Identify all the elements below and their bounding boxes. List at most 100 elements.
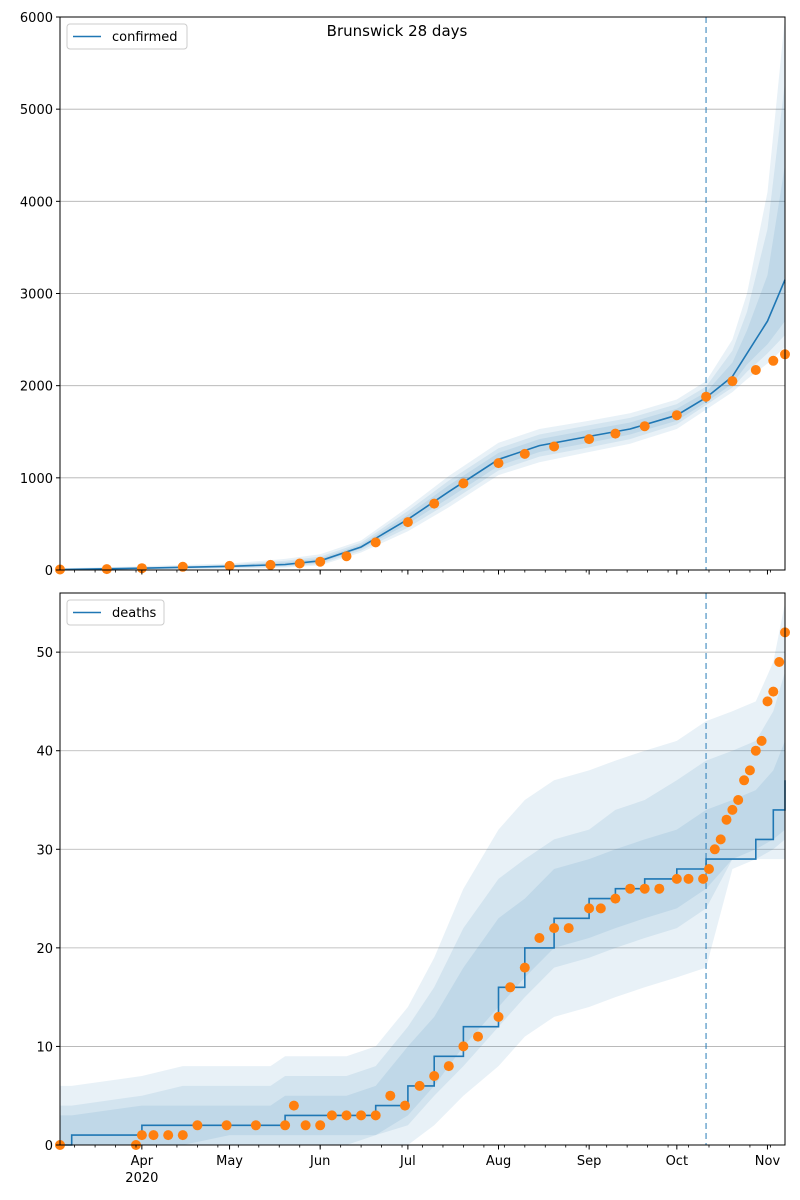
confirmed-observed-point: [727, 376, 738, 387]
deaths-observed-point: [534, 933, 545, 943]
deaths-observed-point: [458, 1041, 469, 1052]
deaths-y-tick-label: 30: [36, 843, 53, 858]
x-tick-label: May: [216, 1154, 243, 1169]
deaths-observed-point: [704, 864, 714, 874]
deaths-observed-point: [584, 903, 595, 914]
deaths-observed-point: [639, 883, 650, 894]
deaths-observed-point: [709, 844, 720, 855]
x-tick-label: Jun: [309, 1154, 330, 1169]
deaths-observed-point: [762, 696, 773, 707]
deaths-observed-point: [768, 686, 779, 697]
deaths-observed-point: [698, 873, 709, 884]
deaths-observed-points: [55, 627, 790, 1150]
deaths-observed-point: [473, 1031, 483, 1042]
deaths-band-3: [60, 740, 785, 1145]
x-tick-label: Nov: [755, 1154, 781, 1169]
deaths-observed-point: [221, 1120, 232, 1131]
confirmed-observed-point: [639, 421, 650, 432]
deaths-observed-point: [192, 1120, 203, 1131]
confirmed-legend-box: [66, 23, 188, 50]
confirmed-y-tick-label: 2000: [20, 380, 53, 395]
deaths-observed-point: [774, 657, 785, 667]
confirmed-observed-point: [429, 498, 440, 509]
deaths-y-ticks: 0 10 20 30 40 50: [36, 646, 60, 1154]
confirmed-y-ticks: 0 1000 2000 3000 4000 5000 6000: [20, 11, 60, 579]
x-tick-label: Sep: [577, 1154, 602, 1169]
deaths-observed-point: [625, 883, 636, 894]
deaths-observed-point: [356, 1110, 367, 1121]
confirmed-observed-point: [315, 556, 326, 567]
deaths-observed-point: [370, 1110, 381, 1121]
confirmed-observed-point: [177, 561, 188, 572]
deaths-observed-point: [429, 1071, 440, 1081]
confirmed-observed-point: [750, 365, 761, 375]
confirmed-legend: confirmed: [66, 23, 188, 50]
confirmed-y-tick-label: 5000: [20, 103, 53, 118]
x-year-label: 2020: [125, 1171, 158, 1186]
confirmed-observed-points: [55, 349, 790, 575]
deaths-observed-point: [300, 1120, 311, 1131]
deaths-observed-point: [177, 1130, 188, 1141]
deaths-observed-point: [595, 903, 606, 914]
deaths-panel: 0 10 20 30 40 50 Apr May Jun Jul Aug Sep Oct Nov 2020…: [36, 592, 790, 1186]
deaths-legend-box: [66, 599, 165, 626]
deaths-observed-point: [163, 1130, 174, 1141]
deaths-observed-point: [610, 893, 621, 904]
confirmed-x-ticks: [74, 570, 771, 575]
figure-title: Brunswick 28 days: [327, 22, 468, 40]
deaths-band-1: [60, 602, 785, 1145]
deaths-observed-point: [288, 1100, 299, 1111]
confirmed-observed-point: [101, 564, 112, 575]
deaths-observed-point: [519, 962, 530, 973]
confirmed-observed-point: [224, 560, 235, 571]
confirmed-y-tick-label: 6000: [20, 11, 53, 26]
confirmed-observed-point: [519, 448, 530, 459]
deaths-x-ticks: Apr May Jun Jul Aug Sep Oct Nov 2020: [74, 1145, 781, 1186]
deaths-observed-point: [721, 814, 732, 825]
confirmed-model-line: [59, 279, 786, 571]
deaths-observed-point: [549, 923, 560, 934]
confirmed-observed-point: [701, 391, 712, 402]
deaths-observed-point: [493, 1011, 504, 1022]
confirmed-observed-point: [294, 558, 305, 569]
deaths-legend: deaths: [66, 599, 165, 626]
confirmed-legend-label: confirmed: [112, 30, 178, 45]
deaths-observed-point: [744, 765, 755, 776]
deaths-y-tick-label: 40: [36, 745, 53, 760]
deaths-observed-point: [654, 883, 665, 894]
confirmed-observed-point: [549, 441, 560, 452]
deaths-y-tick-label: 10: [36, 1040, 53, 1055]
deaths-observed-point: [148, 1130, 159, 1141]
deaths-observed-point: [400, 1100, 410, 1111]
deaths-y-tick-label: 50: [36, 646, 53, 661]
deaths-legend-label: deaths: [112, 606, 157, 621]
deaths-observed-point: [443, 1061, 454, 1072]
deaths-observed-point: [756, 735, 767, 746]
confirmed-observed-point: [370, 537, 381, 548]
deaths-observed-point: [683, 873, 694, 884]
deaths-observed-point: [750, 745, 761, 756]
confirmed-uncertainty-bands: [60, 17, 785, 570]
confirmed-observed-point: [136, 563, 147, 574]
deaths-uncertainty-bands: [60, 602, 785, 1145]
deaths-band-2: [60, 671, 785, 1145]
deaths-observed-point: [715, 834, 726, 845]
deaths-observed-point: [563, 923, 574, 934]
deaths-observed-point: [341, 1110, 352, 1121]
x-tick-label: Aug: [486, 1154, 511, 1169]
confirmed-panel: 0 1000 2000 3000 4000 5000 6000 confirmed: [20, 11, 790, 579]
deaths-y-tick-label: 20: [36, 942, 53, 957]
confirmed-y-tick-label: 4000: [20, 195, 53, 210]
x-tick-label: Jul: [399, 1154, 416, 1169]
confirmed-y-tick-label: 0: [45, 564, 53, 579]
deaths-observed-point: [739, 775, 750, 786]
deaths-observed-point: [733, 795, 744, 805]
confirmed-observed-point: [402, 517, 413, 528]
deaths-observed-point: [385, 1090, 396, 1101]
confirmed-observed-point: [493, 458, 504, 469]
confirmed-observed-point: [584, 434, 595, 445]
confirmed-y-tick-label: 1000: [20, 472, 53, 487]
deaths-observed-point: [136, 1130, 147, 1141]
deaths-observed-point: [505, 982, 516, 993]
